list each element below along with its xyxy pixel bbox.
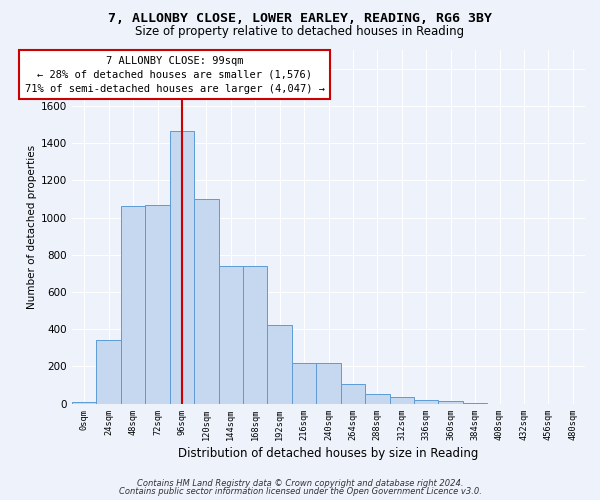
Bar [365, 394, 389, 404]
Bar [439, 401, 463, 404]
Text: Contains HM Land Registry data © Crown copyright and database right 2024.: Contains HM Land Registry data © Crown c… [137, 478, 463, 488]
Bar [268, 324, 292, 404]
Bar [194, 199, 218, 404]
X-axis label: Distribution of detached houses by size in Reading: Distribution of detached houses by size … [178, 447, 479, 460]
Y-axis label: Number of detached properties: Number of detached properties [27, 145, 37, 309]
Bar [316, 362, 341, 404]
Bar [145, 206, 170, 404]
Bar [292, 362, 316, 404]
Bar [389, 396, 414, 404]
Text: Size of property relative to detached houses in Reading: Size of property relative to detached ho… [136, 25, 464, 38]
Bar [243, 266, 268, 404]
Bar [170, 131, 194, 404]
Text: 7, ALLONBY CLOSE, LOWER EARLEY, READING, RG6 3BY: 7, ALLONBY CLOSE, LOWER EARLEY, READING,… [108, 12, 492, 26]
Text: Contains public sector information licensed under the Open Government Licence v3: Contains public sector information licen… [119, 487, 481, 496]
Bar [414, 400, 439, 404]
Bar [72, 402, 97, 404]
Bar [341, 384, 365, 404]
Text: 7 ALLONBY CLOSE: 99sqm
← 28% of detached houses are smaller (1,576)
71% of semi-: 7 ALLONBY CLOSE: 99sqm ← 28% of detached… [25, 56, 325, 94]
Bar [218, 266, 243, 404]
Bar [121, 206, 145, 404]
Bar [463, 403, 487, 404]
Bar [97, 340, 121, 404]
